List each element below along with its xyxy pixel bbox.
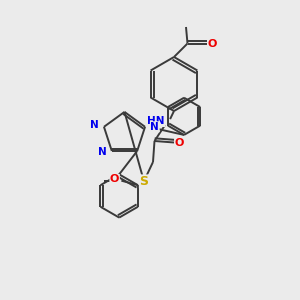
Text: O: O bbox=[110, 175, 119, 184]
Text: HN: HN bbox=[148, 116, 165, 127]
Text: O: O bbox=[175, 137, 184, 148]
Text: S: S bbox=[140, 175, 148, 188]
Text: N: N bbox=[150, 122, 159, 132]
Text: N: N bbox=[98, 148, 106, 158]
Text: N: N bbox=[90, 120, 99, 130]
Text: O: O bbox=[208, 38, 217, 49]
